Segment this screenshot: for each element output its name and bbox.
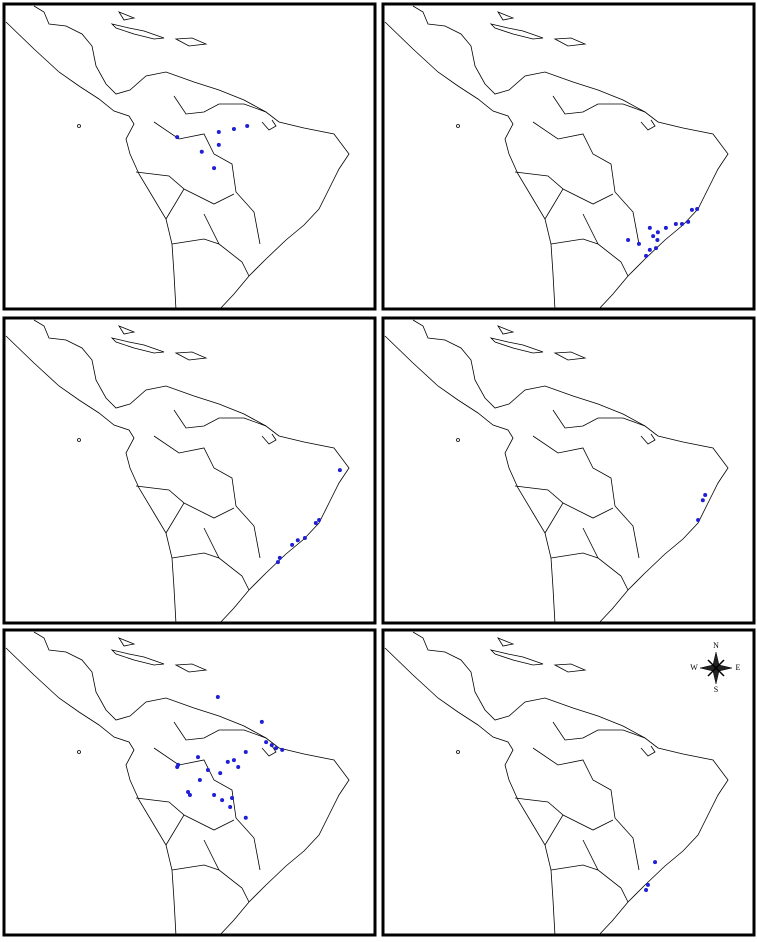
occurrence-point — [673, 222, 678, 227]
occurrence-point — [264, 740, 269, 745]
occurrence-point — [647, 247, 652, 252]
occurrence-point — [187, 793, 192, 797]
occurrence-point — [231, 758, 236, 763]
map-panel — [381, 316, 756, 625]
occurrence-point — [655, 237, 660, 242]
occurrence-point — [259, 719, 264, 724]
occurrence-point — [212, 166, 217, 171]
occurrence-point — [653, 246, 658, 251]
occurrence-point — [663, 225, 668, 230]
occurrence-point — [175, 765, 180, 770]
occurrence-point — [243, 750, 248, 754]
occurrence-point — [230, 796, 235, 801]
occurrence-point — [216, 130, 221, 135]
panel-border — [381, 316, 756, 625]
occurrence-point — [212, 793, 217, 797]
occurrence-point — [700, 498, 705, 503]
compass-label: S — [714, 685, 718, 694]
compass-diag — [707, 659, 725, 677]
panel-content — [5, 631, 350, 935]
occurrence-point — [295, 538, 300, 543]
occurrence-point — [679, 222, 684, 227]
occurrence-point — [205, 768, 210, 773]
compass-label: E — [736, 663, 741, 672]
occurrence-point — [220, 798, 225, 803]
occurrence-point — [696, 517, 701, 522]
map-panel — [2, 316, 377, 625]
occurrence-point — [269, 743, 274, 748]
basemap — [384, 5, 729, 309]
occurrence-point — [197, 777, 202, 782]
occurrence-point — [274, 746, 279, 751]
occurrence-point — [245, 124, 250, 128]
panel-border — [2, 2, 377, 311]
basemap — [5, 631, 350, 935]
occurrence-point — [644, 253, 649, 258]
occurrence-point — [215, 694, 220, 699]
occurrence-point — [337, 468, 342, 473]
panel-content — [384, 5, 729, 309]
occurrence-point — [243, 815, 248, 820]
occurrence-point — [695, 206, 700, 211]
basemap — [5, 5, 350, 309]
occurrence-point — [302, 536, 307, 541]
occurrence-point — [686, 219, 691, 224]
basemap — [5, 319, 350, 623]
occurrence-point — [655, 230, 660, 235]
panel-border — [2, 316, 377, 625]
occurrence-point — [231, 127, 236, 132]
occurrence-point — [317, 517, 322, 522]
occurrence-point — [216, 142, 221, 147]
basemap — [384, 631, 729, 935]
basemap — [384, 319, 729, 623]
occurrence-point — [199, 149, 204, 154]
occurrence-point — [195, 755, 200, 760]
panel-content — [5, 5, 350, 309]
occurrence-point — [313, 520, 318, 525]
panel-border — [2, 628, 377, 937]
panel-content — [384, 631, 729, 935]
panel-border — [381, 2, 756, 311]
occurrence-point — [280, 747, 285, 752]
occurrence-point — [175, 135, 180, 140]
compass-label: W — [690, 663, 698, 672]
occurrence-point — [228, 805, 233, 810]
panel-content — [384, 319, 729, 623]
occurrence-point — [645, 882, 650, 887]
panel-border — [381, 628, 756, 937]
occurrence-point — [703, 493, 708, 498]
occurrence-point — [653, 860, 658, 865]
compass-label: N — [713, 641, 719, 650]
occurrence-point — [626, 237, 631, 242]
occurrence-point — [644, 888, 649, 893]
occurrence-point — [636, 241, 641, 246]
occurrence-point — [225, 759, 230, 764]
occurrence-point — [651, 234, 656, 239]
map-panel — [2, 628, 377, 937]
map-panel — [2, 2, 377, 311]
occurrence-point — [186, 789, 191, 794]
occurrence-point — [277, 555, 282, 560]
occurrence-point — [689, 207, 694, 212]
occurrence-point — [218, 771, 223, 776]
map-panel: N E S W — [381, 628, 756, 937]
panel-content — [5, 319, 350, 623]
occurrence-point — [290, 542, 295, 547]
occurrence-point — [647, 225, 652, 230]
occurrence-point — [236, 765, 241, 770]
map-panel — [381, 2, 756, 311]
compass-rose: N E S W — [690, 641, 740, 694]
occurrence-point — [275, 560, 280, 565]
